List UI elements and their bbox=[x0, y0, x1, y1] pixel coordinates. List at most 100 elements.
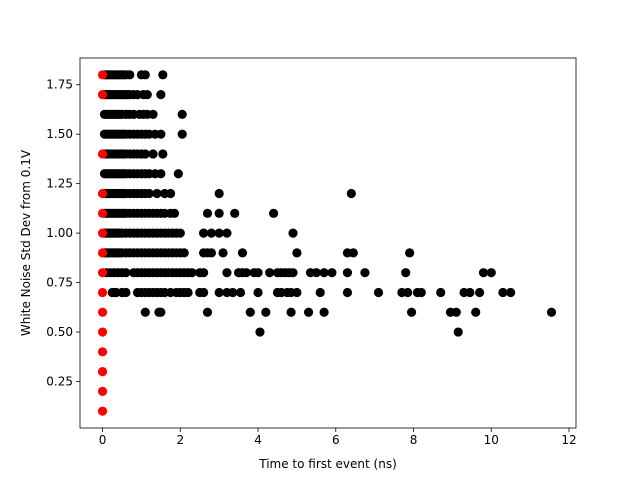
data-point bbox=[156, 307, 166, 317]
data-point bbox=[175, 228, 185, 238]
y-tick-label: 1.25 bbox=[46, 177, 73, 191]
data-point bbox=[97, 386, 108, 396]
data-point bbox=[206, 248, 216, 258]
data-point bbox=[465, 287, 475, 298]
data-point bbox=[97, 367, 108, 377]
data-point bbox=[97, 208, 108, 218]
y-tick-label: 0.25 bbox=[46, 375, 73, 389]
data-point bbox=[148, 109, 158, 119]
data-point bbox=[401, 268, 411, 278]
x-tick-label: 0 bbox=[99, 433, 107, 447]
data-point bbox=[97, 149, 108, 159]
data-point bbox=[436, 287, 446, 298]
data-point bbox=[158, 70, 168, 80]
data-point bbox=[97, 70, 108, 80]
data-point bbox=[253, 287, 263, 298]
data-point bbox=[235, 287, 246, 298]
data-point bbox=[451, 307, 461, 317]
data-point bbox=[183, 287, 193, 298]
data-point bbox=[222, 228, 232, 238]
data-point bbox=[373, 287, 384, 298]
data-point bbox=[292, 248, 302, 258]
y-axis-label: White Noise Std Dev from 0.1V bbox=[19, 149, 33, 336]
data-point bbox=[261, 307, 271, 317]
data-point bbox=[405, 248, 415, 258]
data-point bbox=[406, 307, 417, 317]
data-point bbox=[97, 327, 108, 337]
data-point bbox=[346, 188, 356, 199]
data-point bbox=[202, 307, 213, 317]
data-point bbox=[156, 129, 166, 139]
data-point bbox=[342, 268, 353, 278]
data-point bbox=[416, 287, 426, 298]
data-point bbox=[97, 228, 108, 238]
data-point bbox=[202, 208, 213, 218]
data-point bbox=[97, 307, 108, 317]
data-point bbox=[241, 268, 251, 278]
y-tick-label: 1.50 bbox=[46, 127, 73, 141]
data-point bbox=[156, 90, 166, 100]
data-point bbox=[140, 149, 150, 159]
data-point bbox=[206, 228, 216, 238]
data-point bbox=[165, 188, 176, 199]
y-tick-label: 1.75 bbox=[46, 78, 73, 92]
y-tick-label: 0.75 bbox=[46, 276, 73, 290]
data-point bbox=[179, 248, 189, 258]
data-point bbox=[218, 248, 228, 258]
data-point bbox=[546, 307, 557, 317]
y-tick-label: 1.00 bbox=[46, 226, 73, 240]
data-point bbox=[121, 268, 131, 278]
data-point bbox=[498, 287, 508, 298]
x-tick-label: 6 bbox=[332, 433, 340, 447]
data-point bbox=[360, 268, 370, 278]
data-point bbox=[142, 90, 152, 100]
data-point bbox=[486, 268, 496, 278]
data-point bbox=[158, 149, 168, 159]
x-axis-label: Time to first event (ns) bbox=[258, 457, 397, 471]
y-tick-label: 0.50 bbox=[46, 325, 73, 339]
x-tick-label: 10 bbox=[484, 433, 499, 447]
data-point bbox=[97, 406, 108, 416]
data-point bbox=[319, 307, 329, 317]
data-point bbox=[214, 208, 224, 218]
x-tick-label: 4 bbox=[254, 433, 262, 447]
data-point bbox=[144, 188, 154, 199]
plot-frame bbox=[79, 57, 577, 429]
data-point bbox=[199, 268, 209, 278]
data-point bbox=[121, 287, 131, 298]
data-point bbox=[156, 169, 166, 179]
data-point bbox=[140, 307, 150, 317]
data-point bbox=[268, 208, 279, 218]
x-tick-label: 12 bbox=[561, 433, 576, 447]
data-point bbox=[471, 307, 481, 317]
data-point bbox=[319, 268, 329, 278]
data-point bbox=[253, 268, 263, 278]
data-point bbox=[292, 287, 302, 298]
data-point bbox=[140, 70, 150, 80]
data-point bbox=[148, 149, 158, 159]
data-points-layer bbox=[97, 70, 557, 416]
data-point bbox=[199, 287, 209, 298]
data-point bbox=[97, 188, 108, 199]
data-point bbox=[214, 228, 224, 238]
data-point bbox=[152, 188, 162, 199]
data-point bbox=[97, 90, 108, 100]
data-point bbox=[222, 268, 232, 278]
data-point bbox=[453, 327, 463, 337]
data-point bbox=[348, 248, 358, 258]
data-point bbox=[187, 268, 197, 278]
data-point bbox=[97, 347, 108, 357]
data-point bbox=[255, 327, 265, 337]
data-point bbox=[475, 287, 485, 298]
data-point bbox=[214, 188, 224, 199]
data-point bbox=[125, 70, 135, 80]
x-tick-label: 8 bbox=[410, 433, 418, 447]
data-point bbox=[288, 228, 298, 238]
data-point bbox=[506, 287, 516, 298]
data-point bbox=[342, 287, 353, 298]
data-point bbox=[237, 248, 248, 258]
data-point bbox=[199, 228, 209, 238]
data-point bbox=[265, 268, 275, 278]
